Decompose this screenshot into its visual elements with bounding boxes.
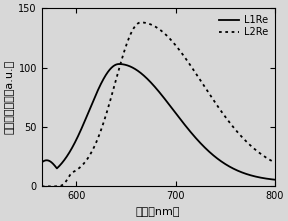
L1Re: [63, 158, 66, 161]
L2Re: [63, 182, 66, 185]
L2Re: [128, 34, 132, 37]
L2Re: [139, 21, 143, 24]
Line: L2Re: L2Re: [37, 22, 280, 187]
L1Re: [128, 65, 132, 68]
X-axis label: 波长（nm）: 波长（nm）: [136, 207, 180, 217]
L2Re: [273, 161, 277, 164]
Line: L1Re: L1Re: [37, 64, 280, 187]
L2Re: [35, 185, 39, 188]
L1Re: [247, 173, 251, 176]
L2Re: [247, 143, 251, 145]
L1Re: [273, 178, 277, 181]
L2Re: [77, 167, 81, 170]
L2Re: [278, 164, 281, 166]
L1Re: [77, 133, 81, 136]
L2Re: [139, 21, 142, 24]
L1Re: [35, 185, 39, 188]
L1Re: [117, 63, 121, 65]
Legend: L1Re, L2Re: L1Re, L2Re: [217, 13, 270, 39]
L1Re: [139, 71, 142, 74]
Y-axis label: 相对发光强度（a.u.）: 相对发光强度（a.u.）: [4, 60, 14, 134]
L1Re: [278, 179, 281, 181]
